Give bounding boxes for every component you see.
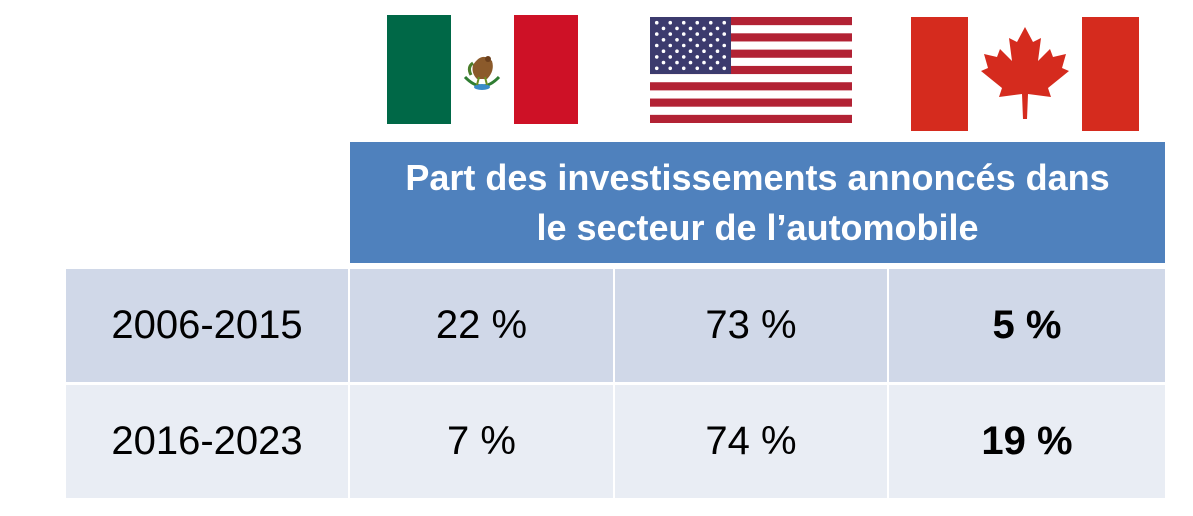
us-star xyxy=(695,66,700,71)
us-star xyxy=(668,32,673,36)
row-label: 2016-2023 xyxy=(66,385,348,498)
us-star xyxy=(715,49,720,53)
us-star xyxy=(722,20,727,25)
us-star xyxy=(681,66,686,71)
us-star xyxy=(675,38,679,42)
us-star xyxy=(715,38,720,42)
us-star xyxy=(661,49,666,53)
canada-flag-icon xyxy=(911,17,1139,131)
us-star xyxy=(654,32,659,36)
maple-leaf-icon xyxy=(981,27,1069,119)
us-star xyxy=(708,66,713,71)
us-star xyxy=(722,66,727,71)
us-stripe xyxy=(650,49,852,58)
us-star xyxy=(702,49,706,53)
cell-mexico: 7 % xyxy=(350,385,613,498)
us-stripe xyxy=(650,17,852,26)
mexico-flag-icon xyxy=(387,15,578,124)
us-star xyxy=(675,26,679,31)
us-star xyxy=(688,49,693,53)
us-star xyxy=(654,66,659,71)
us-star xyxy=(661,26,666,31)
us-star xyxy=(695,55,700,59)
cell-canada: 5 % xyxy=(889,269,1165,382)
us-flag-icon xyxy=(650,17,852,123)
us-star xyxy=(702,26,706,31)
us-star xyxy=(681,43,686,48)
table-row: 2006-2015 22 % 73 % 5 % xyxy=(66,269,1165,382)
us-star xyxy=(708,55,713,59)
cell-united-states: 73 % xyxy=(615,269,887,382)
us-star xyxy=(661,60,666,65)
us-star xyxy=(688,38,693,42)
cell-mexico: 22 % xyxy=(350,269,613,382)
us-star xyxy=(661,38,666,42)
table-header: Part des investissements annoncés dans l… xyxy=(350,142,1165,263)
us-star xyxy=(695,20,700,25)
us-star xyxy=(681,55,686,59)
us-star xyxy=(708,20,713,25)
table-row: 2016-2023 7 % 74 % 19 % xyxy=(66,385,1165,498)
us-star xyxy=(702,38,706,42)
header-line-2: le secteur de l’automobile xyxy=(536,206,979,248)
us-star xyxy=(688,26,693,31)
us-star xyxy=(722,32,727,36)
us-star xyxy=(681,32,686,36)
us-star xyxy=(668,55,673,59)
us-star xyxy=(681,20,686,25)
us-star xyxy=(722,43,727,48)
us-star xyxy=(715,26,720,31)
us-star xyxy=(654,43,659,48)
us-star xyxy=(708,32,713,36)
us-stripe xyxy=(650,82,852,91)
us-star xyxy=(702,60,706,65)
us-star xyxy=(668,20,673,25)
header-line-1: Part des investissements annoncés dans xyxy=(405,156,1110,198)
us-star xyxy=(695,43,700,48)
row-label: 2006-2015 xyxy=(66,269,348,382)
coat-of-arms-icon xyxy=(463,56,501,90)
us-star xyxy=(675,60,679,65)
us-star xyxy=(675,49,679,53)
us-star xyxy=(708,43,713,48)
us-star xyxy=(654,55,659,59)
us-stripe xyxy=(650,114,852,123)
us-star xyxy=(695,32,700,36)
cell-canada: 19 % xyxy=(889,385,1165,498)
us-stripe xyxy=(650,98,852,107)
us-star xyxy=(688,60,693,65)
us-star xyxy=(668,66,673,71)
cell-united-states: 74 % xyxy=(615,385,887,498)
us-star xyxy=(715,60,720,65)
us-stripe xyxy=(650,65,852,75)
us-stripe xyxy=(650,33,852,42)
us-star xyxy=(668,43,673,48)
us-star xyxy=(654,20,659,25)
us-star xyxy=(722,55,727,59)
